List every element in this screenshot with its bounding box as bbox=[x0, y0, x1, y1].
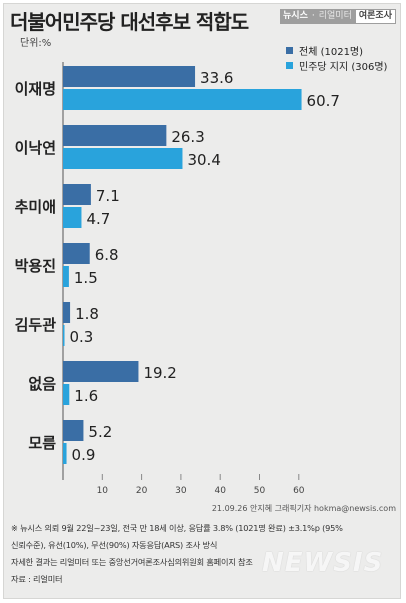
value-label-dem: 1.6 bbox=[74, 387, 98, 405]
value-label-all: 6.8 bbox=[95, 246, 119, 264]
badge-separator: · bbox=[310, 9, 316, 24]
survey-notes: ※ 뉴시스 의뢰 9월 22일~23일, 전국 만 18세 이상, 응답률 3.… bbox=[11, 520, 396, 588]
bar-all bbox=[63, 125, 167, 146]
bar-dem bbox=[63, 325, 65, 346]
bar-dem bbox=[63, 148, 183, 169]
value-label-all: 5.2 bbox=[88, 423, 112, 441]
badge-tag: 여론조사 bbox=[354, 9, 396, 24]
bar-all bbox=[63, 243, 90, 264]
x-tick-label: 10 bbox=[97, 486, 109, 496]
bar-dem bbox=[63, 443, 67, 464]
value-label-all: 7.1 bbox=[96, 187, 120, 205]
legend-item-dem: 민주당 지지 (306명) bbox=[286, 58, 387, 73]
credit-line: 21.09.26 안지혜 그래픽기자 hokma@newsis.com bbox=[211, 504, 396, 513]
source-badge: 뉴시스 · 리얼미터 여론조사 bbox=[280, 9, 396, 24]
legend-swatch-all bbox=[286, 47, 293, 54]
x-tick-label: 60 bbox=[293, 486, 305, 496]
value-label-all: 33.6 bbox=[200, 69, 233, 87]
bar-all bbox=[63, 66, 196, 87]
category-label: 박용진 bbox=[15, 257, 56, 275]
legend-item-all: 전체 (1021명) bbox=[286, 43, 387, 58]
value-label-dem: 0.9 bbox=[72, 446, 96, 464]
badge-brand: 뉴시스 bbox=[280, 9, 311, 24]
value-label-all: 26.3 bbox=[171, 128, 204, 146]
value-label-dem: 1.5 bbox=[74, 269, 98, 287]
value-label-dem: 0.3 bbox=[70, 328, 94, 346]
chart-title: 더불어민주당 대선후보 적합도 bbox=[10, 10, 249, 34]
value-label-dem: 60.7 bbox=[307, 92, 340, 110]
bar-all bbox=[63, 302, 71, 323]
bar-dem bbox=[63, 207, 82, 228]
bar-dem bbox=[63, 266, 69, 287]
category-label: 이재명 bbox=[15, 80, 56, 98]
legend-label-all: 전체 (1021명) bbox=[299, 47, 364, 58]
category-label: 모름 bbox=[28, 434, 56, 452]
note-line-1: ※ 뉴시스 의뢰 9월 22일~23일, 전국 만 18세 이상, 응답률 3.… bbox=[11, 523, 343, 533]
value-label-dem: 30.4 bbox=[187, 151, 220, 169]
chart-legend: 전체 (1021명) 민주당 지지 (306명) bbox=[286, 43, 387, 73]
badge-pollster: 리얼미터 bbox=[315, 9, 355, 24]
category-label: 없음 bbox=[28, 375, 56, 393]
unit-label: 단위:% bbox=[20, 38, 52, 49]
value-label-all: 1.8 bbox=[75, 305, 99, 323]
value-label-dem: 4.7 bbox=[86, 210, 110, 228]
bar-dem bbox=[63, 384, 70, 405]
note-line-3: 자세한 결과는 리얼미터 또는 중앙선거여론조사심의위원회 홈페이지 참조 bbox=[11, 557, 253, 567]
note-line-2: 신뢰수준), 유선(10%), 무선(90%) 자동응답(ARS) 조사 방식 bbox=[11, 540, 218, 550]
x-tick-label: 50 bbox=[254, 486, 266, 496]
note-line-4: 자료 : 리얼미터 bbox=[11, 574, 63, 584]
category-label: 김두관 bbox=[15, 316, 57, 334]
x-tick-label: 40 bbox=[214, 486, 226, 496]
category-label: 이낙연 bbox=[15, 139, 56, 157]
bar-all bbox=[63, 184, 91, 205]
x-tick-label: 30 bbox=[175, 486, 187, 496]
category-label: 추미애 bbox=[15, 198, 56, 216]
legend-swatch-dem bbox=[286, 62, 293, 69]
x-tick-label: 20 bbox=[136, 486, 148, 496]
newsis-watermark: NEWSIS bbox=[262, 548, 384, 578]
legend-label-dem: 민주당 지지 (306명) bbox=[299, 62, 388, 73]
bar-all bbox=[63, 420, 84, 441]
value-label-all: 19.2 bbox=[143, 364, 176, 382]
bar-dem bbox=[63, 89, 302, 110]
bar-all bbox=[63, 361, 139, 382]
